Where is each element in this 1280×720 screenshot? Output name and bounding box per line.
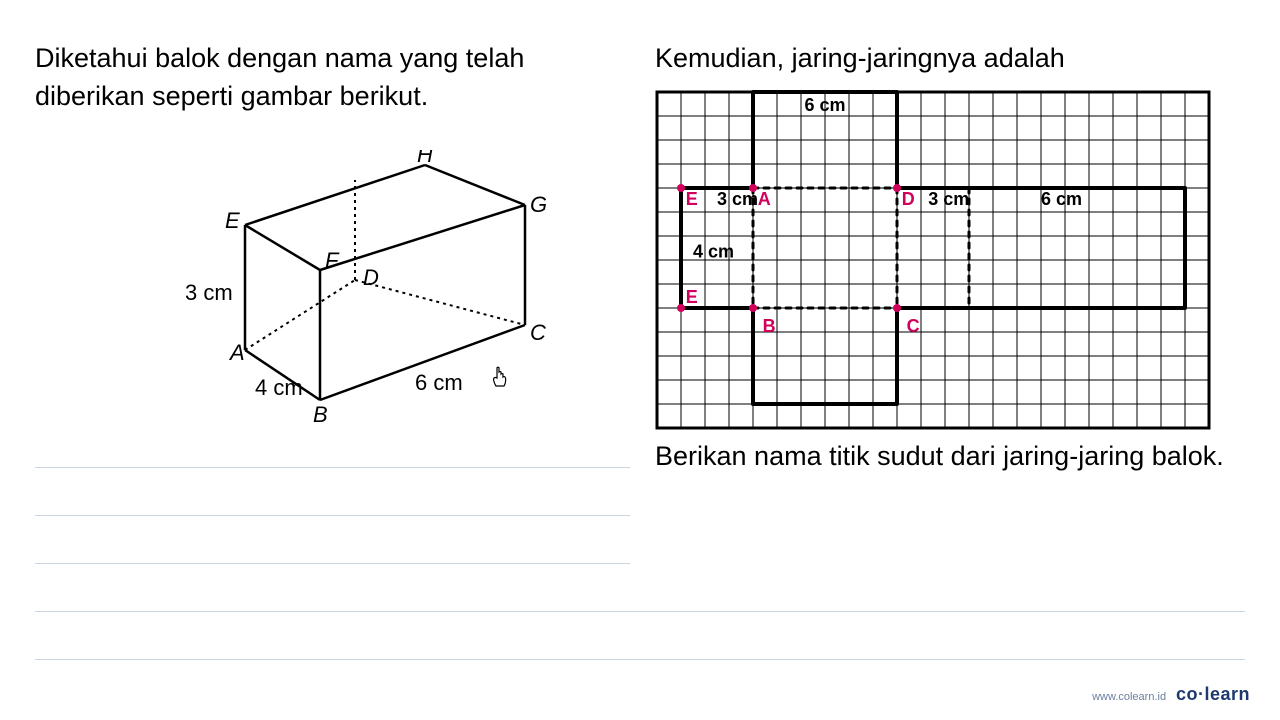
footer-url: www.colearn.id	[1092, 691, 1166, 703]
svg-text:6 cm: 6 cm	[804, 95, 845, 115]
page: Diketahui balok dengan nama yang telah d…	[0, 0, 1280, 720]
dim-height: 3 cm	[185, 280, 233, 305]
svg-text:E: E	[686, 287, 698, 307]
right-text-1: Kemudian, jaring-jaringnya adalah	[655, 40, 1245, 78]
svg-text:6 cm: 6 cm	[1041, 189, 1082, 209]
dim-depth: 4 cm	[255, 375, 303, 400]
ruled-lines	[35, 420, 1245, 660]
svg-text:A: A	[758, 189, 771, 209]
svg-text:4 cm: 4 cm	[693, 242, 734, 262]
vertex-g-label: G	[530, 192, 547, 217]
cuboid-diagram: A B C D E F G H 3 cm 4 cm 6 cm	[185, 150, 565, 455]
vertex-f-label: F	[325, 248, 340, 273]
vertex-e-label: E	[225, 208, 240, 233]
svg-text:D: D	[902, 189, 915, 209]
footer: www.colearn.id co·learn	[1092, 684, 1250, 705]
vertex-h-label: H	[417, 150, 433, 167]
left-problem-text: Diketahui balok dengan nama yang telah d…	[35, 40, 635, 116]
svg-text:3 cm: 3 cm	[928, 189, 969, 209]
pointer-cursor-icon	[490, 365, 514, 398]
svg-text:B: B	[763, 316, 776, 336]
footer-brand: co·learn	[1176, 684, 1250, 704]
vertex-a-label: A	[228, 340, 245, 365]
svg-text:C: C	[907, 316, 920, 336]
dim-length: 6 cm	[415, 370, 463, 395]
svg-text:E: E	[686, 189, 698, 209]
vertex-d-label: D	[363, 265, 379, 290]
vertex-c-label: C	[530, 320, 546, 345]
right-column: Kemudian, jaring-jaringnya adalah 6 cmE3…	[655, 40, 1245, 476]
svg-text:3 cm: 3 cm	[717, 189, 758, 209]
left-column: Diketahui balok dengan nama yang telah d…	[35, 40, 635, 116]
net-diagram: 6 cmE3 cmAD3 cm6 cm4 cmEBC	[655, 90, 1230, 445]
